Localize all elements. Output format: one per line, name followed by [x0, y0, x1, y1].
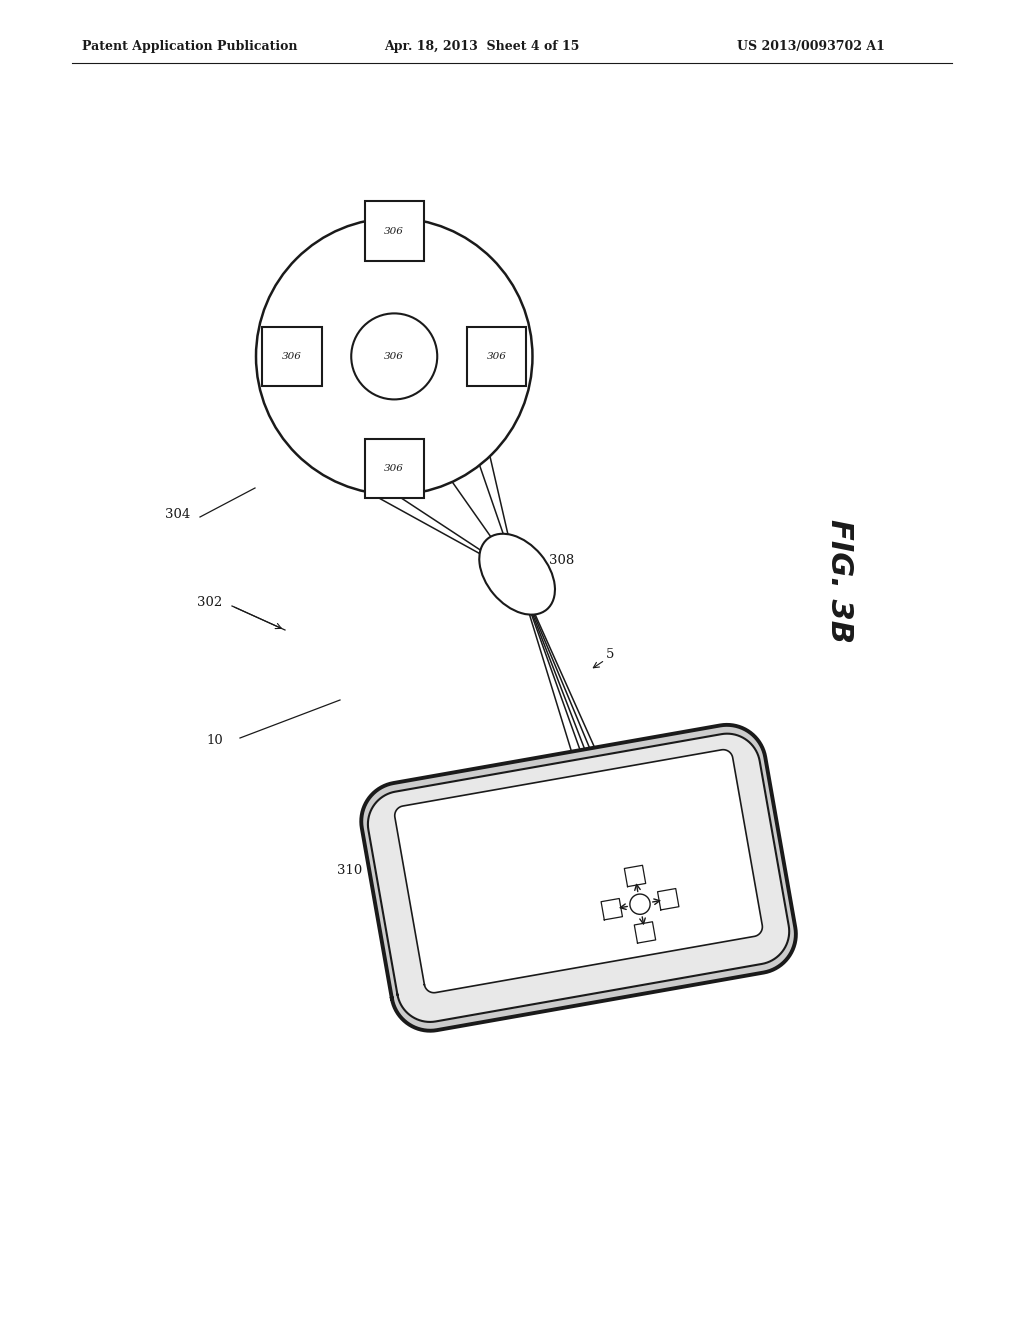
Circle shape [256, 218, 532, 495]
FancyBboxPatch shape [467, 327, 526, 385]
Circle shape [351, 313, 437, 400]
Text: Apr. 18, 2013  Sheet 4 of 15: Apr. 18, 2013 Sheet 4 of 15 [384, 40, 580, 53]
Text: 310: 310 [337, 863, 362, 876]
Ellipse shape [479, 533, 555, 615]
Text: 20: 20 [441, 925, 459, 939]
FancyBboxPatch shape [365, 440, 424, 498]
Text: 306: 306 [384, 465, 404, 473]
Polygon shape [361, 725, 796, 1031]
Polygon shape [601, 899, 623, 920]
Text: 306: 306 [486, 352, 507, 360]
Polygon shape [657, 888, 679, 909]
Text: 304: 304 [165, 508, 190, 521]
Polygon shape [394, 750, 763, 993]
Text: 10: 10 [207, 734, 223, 747]
Text: Patent Application Publication: Patent Application Publication [82, 40, 297, 53]
Text: 302: 302 [198, 595, 222, 609]
Text: 5: 5 [606, 648, 614, 661]
FancyBboxPatch shape [365, 202, 424, 260]
Text: 306: 306 [384, 352, 404, 360]
Text: 306: 306 [384, 227, 404, 235]
Text: 306: 306 [282, 352, 302, 360]
Polygon shape [368, 734, 790, 1022]
Text: US 2013/0093702 A1: US 2013/0093702 A1 [737, 40, 885, 53]
Circle shape [630, 894, 650, 915]
Text: 308: 308 [549, 553, 574, 566]
Polygon shape [634, 921, 655, 942]
Polygon shape [625, 866, 646, 887]
FancyBboxPatch shape [262, 327, 322, 385]
Text: FIG. 3B: FIG. 3B [825, 519, 854, 643]
